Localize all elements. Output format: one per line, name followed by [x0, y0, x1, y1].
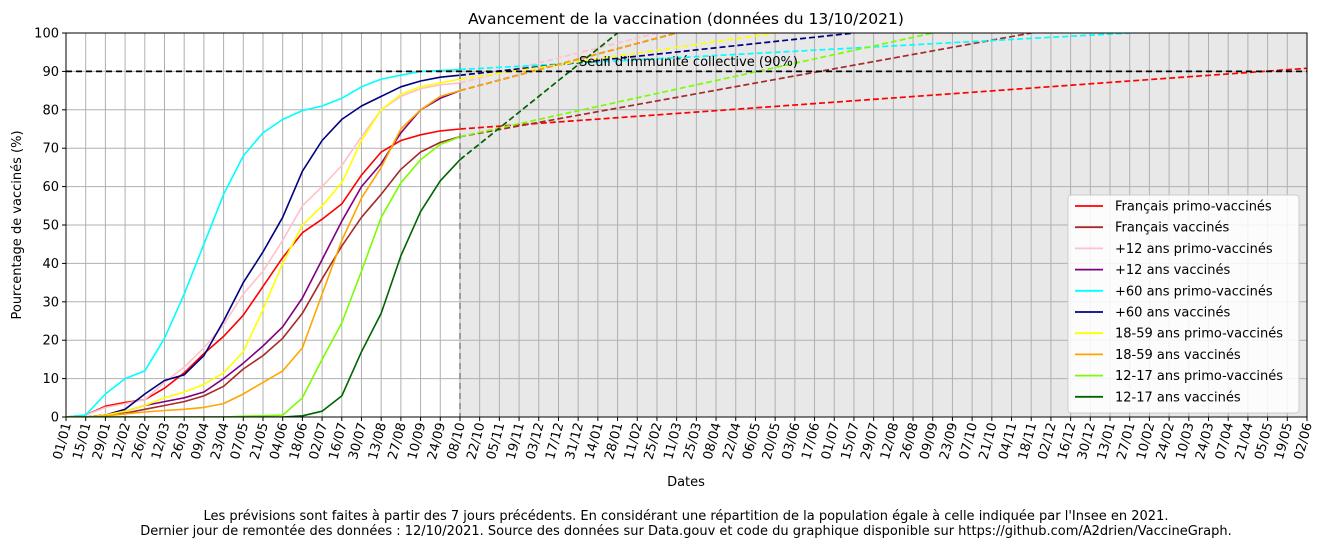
- series-forecast-2: [459, 33, 658, 84]
- series-forecast-9: [459, 33, 619, 161]
- series-forecast-0: [459, 67, 1307, 130]
- y-axis: 0 10 20 30 40 50 60 70 80 90 100: [34, 27, 66, 426]
- y-axis-label: Pourcentage de vaccinés (%): [10, 130, 25, 319]
- legend-entry: +12 ans vaccinés: [1115, 263, 1230, 278]
- threshold-label: Seuil d'immunité collective (90%): [579, 55, 798, 70]
- series-layer: [66, 33, 1307, 417]
- y-tick-label: 70: [42, 142, 59, 157]
- legend-box: [1067, 194, 1300, 414]
- y-tick-label: 100: [34, 27, 59, 42]
- legend-entry: Français vaccinés: [1115, 221, 1230, 236]
- y-tick-label: 50: [42, 219, 59, 234]
- y-tick-label: 20: [42, 334, 59, 349]
- series-line-5: [66, 74, 461, 417]
- legend-entry: 18-59 ans vaccinés: [1115, 348, 1241, 363]
- series-line-8: [66, 135, 461, 417]
- legend-entry: +12 ans primo-vaccinés: [1115, 242, 1273, 257]
- series-line-6: [66, 78, 461, 417]
- series-line-4: [66, 68, 461, 417]
- series-line-9: [66, 159, 461, 417]
- legend: Français primo-vaccinés Français vaccinés…: [1067, 194, 1300, 414]
- y-tick-label: 10: [42, 372, 59, 387]
- series-forecast-7: [459, 33, 677, 92]
- series-forecast-5: [459, 33, 855, 77]
- series-line-2: [66, 82, 461, 417]
- legend-entry: +60 ans vaccinés: [1115, 306, 1230, 321]
- legend-entry: 12-17 ans vaccinés: [1115, 390, 1241, 405]
- y-tick-label: 60: [42, 180, 59, 195]
- legend-entry: 12-17 ans primo-vaccinés: [1115, 369, 1283, 384]
- chart-title: Avancement de la vaccination (données du…: [468, 10, 904, 28]
- footnote-line-2: Dernier jour de remontée des données : 1…: [140, 524, 1232, 539]
- y-tick-label: 0: [51, 411, 59, 426]
- legend-entry: Français primo-vaccinés: [1115, 200, 1272, 215]
- y-tick-label: 30: [42, 295, 59, 310]
- x-axis-label: Dates: [667, 475, 705, 490]
- y-tick-label: 80: [42, 103, 59, 118]
- series-line-7: [66, 89, 461, 417]
- series-forecast-1: [459, 33, 1032, 138]
- y-tick-label: 40: [42, 257, 59, 272]
- y-tick-label: 90: [42, 65, 59, 80]
- legend-entry: 18-59 ans primo-vaccinés: [1115, 327, 1283, 342]
- series-forecast-6: [459, 33, 776, 80]
- series-line-1: [66, 135, 461, 417]
- footnote-line-1: Les prévisions sont faites à partir des …: [204, 509, 1169, 524]
- legend-entry: +60 ans primo-vaccinés: [1115, 284, 1273, 299]
